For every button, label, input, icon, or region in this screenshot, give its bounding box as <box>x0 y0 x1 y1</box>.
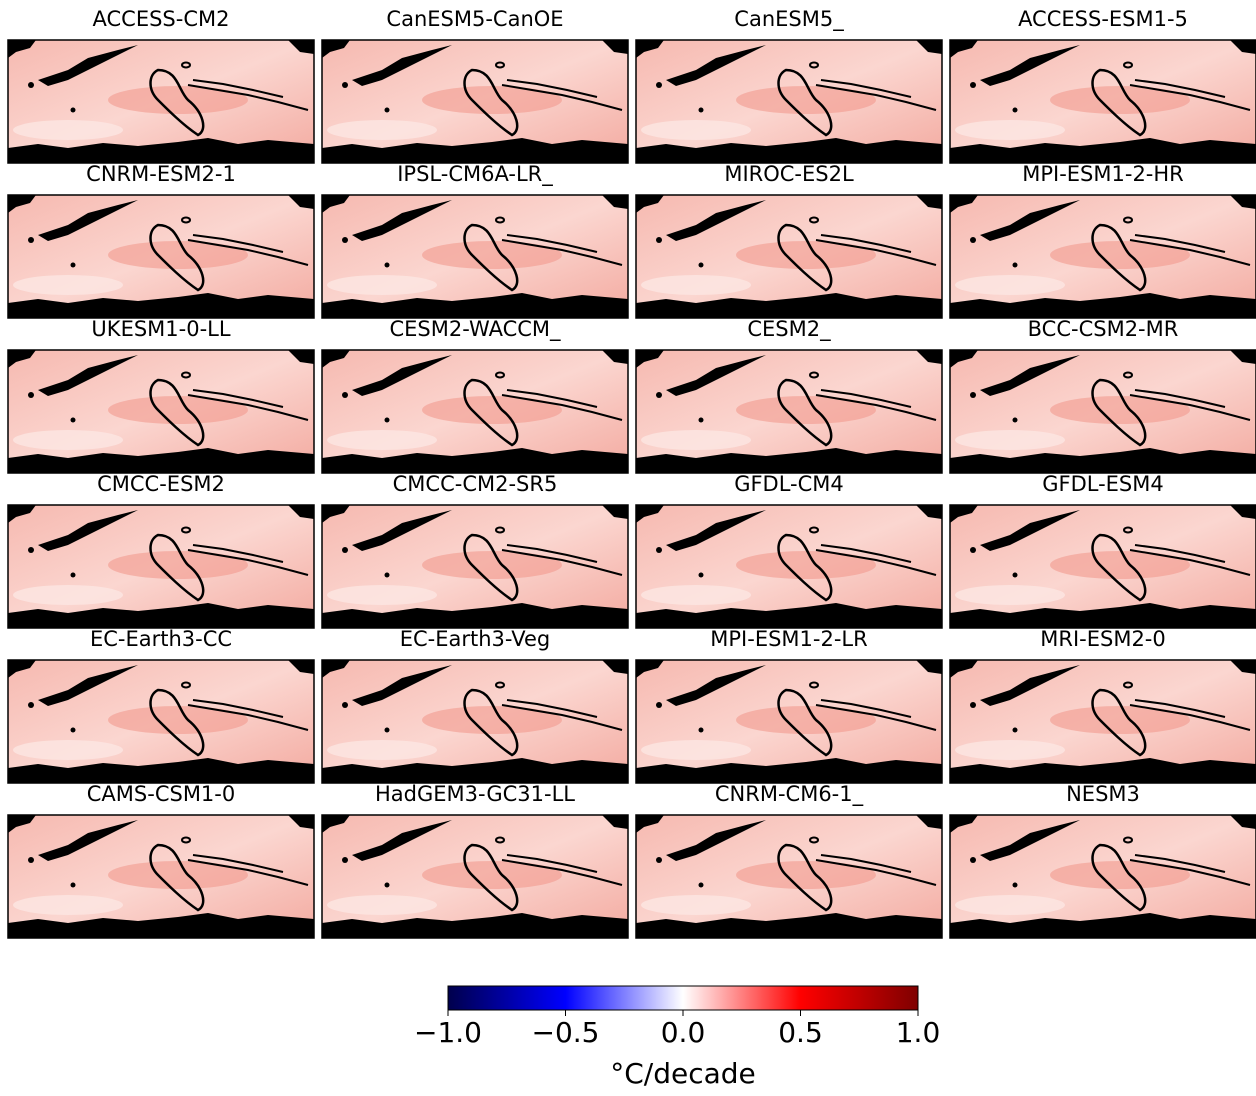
panel-title: CanESM5-CanOE <box>386 7 563 31</box>
panel-frame <box>635 349 943 474</box>
panel-frame <box>949 504 1256 629</box>
panel-frame <box>7 349 315 474</box>
panel-title: ACCESS-ESM1-5 <box>1018 7 1188 31</box>
panel-title: IPSL-CM6A-LR_ <box>397 162 553 187</box>
panel-frame <box>321 659 629 784</box>
panel-title: MPI-ESM1-2-HR <box>1022 162 1184 186</box>
panel-frame <box>321 504 629 629</box>
colorbar <box>447 985 919 1011</box>
panel-title: CMCC-ESM2 <box>97 472 225 496</box>
panel-frame <box>949 194 1256 319</box>
panel-frame <box>949 814 1256 939</box>
panel-frame <box>321 194 629 319</box>
map-panel <box>950 195 1256 318</box>
colorbar-tick-label: −0.5 <box>532 1016 600 1049</box>
map-panel <box>636 350 942 473</box>
map-panel <box>8 815 314 938</box>
panel-title: CanESM5_ <box>734 7 844 32</box>
map-panel <box>636 505 942 628</box>
panel-title: CAMS-CSM1-0 <box>87 782 235 806</box>
map-panel <box>322 195 628 318</box>
panel-frame <box>635 814 943 939</box>
panel-frame <box>321 349 629 474</box>
map-panel <box>322 815 628 938</box>
map-panel <box>636 815 942 938</box>
panel-frame <box>949 349 1256 474</box>
map-panel <box>636 195 942 318</box>
panel-frame <box>7 504 315 629</box>
panel-title: CNRM-ESM2-1 <box>86 162 236 186</box>
panel-title: BCC-CSM2-MR <box>1028 317 1179 341</box>
panel-frame <box>7 39 315 164</box>
map-panel <box>8 660 314 783</box>
map-panel <box>322 350 628 473</box>
map-panel <box>322 660 628 783</box>
colorbar-tick-label: −1.0 <box>414 1016 482 1049</box>
panel-title: MPI-ESM1-2-LR <box>710 627 867 651</box>
panel-frame <box>635 194 943 319</box>
panel-title: HadGEM3-GC31-LL <box>375 782 575 806</box>
colorbar-tick-label: 1.0 <box>896 1016 941 1049</box>
map-panel <box>950 40 1256 163</box>
panel-title: EC-Earth3-CC <box>90 627 232 651</box>
colorbar-tick-label: 0.5 <box>778 1016 823 1049</box>
map-panel <box>950 660 1256 783</box>
panel-title: CMCC-CM2-SR5 <box>393 472 558 496</box>
panel-frame <box>635 39 943 164</box>
map-panel <box>8 40 314 163</box>
map-panel <box>8 195 314 318</box>
panel-title: CESM2-WACCM_ <box>389 317 561 342</box>
map-panel <box>322 40 628 163</box>
panel-title: ACCESS-CM2 <box>93 7 230 31</box>
panel-frame <box>7 194 315 319</box>
map-panel <box>322 505 628 628</box>
panel-title: CNRM-CM6-1_ <box>715 782 864 807</box>
panel-title: GFDL-CM4 <box>734 472 844 496</box>
panel-title: GFDL-ESM4 <box>1042 472 1164 496</box>
panel-frame <box>7 814 315 939</box>
panel-frame <box>321 39 629 164</box>
panel-title: UKESM1-0-LL <box>91 317 230 341</box>
map-panel <box>950 505 1256 628</box>
panel-title: NESM3 <box>1066 782 1140 806</box>
panel-title: MRI-ESM2-0 <box>1040 627 1166 651</box>
panel-frame <box>635 659 943 784</box>
map-panel <box>636 660 942 783</box>
panel-title: EC-Earth3-Veg <box>400 627 551 651</box>
map-panel <box>8 350 314 473</box>
panel-frame <box>321 814 629 939</box>
map-panel <box>636 40 942 163</box>
panel-frame <box>949 39 1256 164</box>
colorbar-tick-label: 0.0 <box>661 1016 706 1049</box>
map-panel <box>8 505 314 628</box>
panel-grid: ACCESS-CM2 CanESM5-CanOE CanESM5_ ACCESS-ES… <box>7 7 1256 939</box>
panel-frame <box>635 504 943 629</box>
panel-title: CESM2_ <box>747 317 831 342</box>
map-panel <box>950 350 1256 473</box>
map-panel <box>950 815 1256 938</box>
panel-frame <box>949 659 1256 784</box>
panel-title: MIROC-ES2L <box>724 162 854 186</box>
panel-frame <box>7 659 315 784</box>
colorbar-label: °C/decade <box>610 1057 756 1090</box>
